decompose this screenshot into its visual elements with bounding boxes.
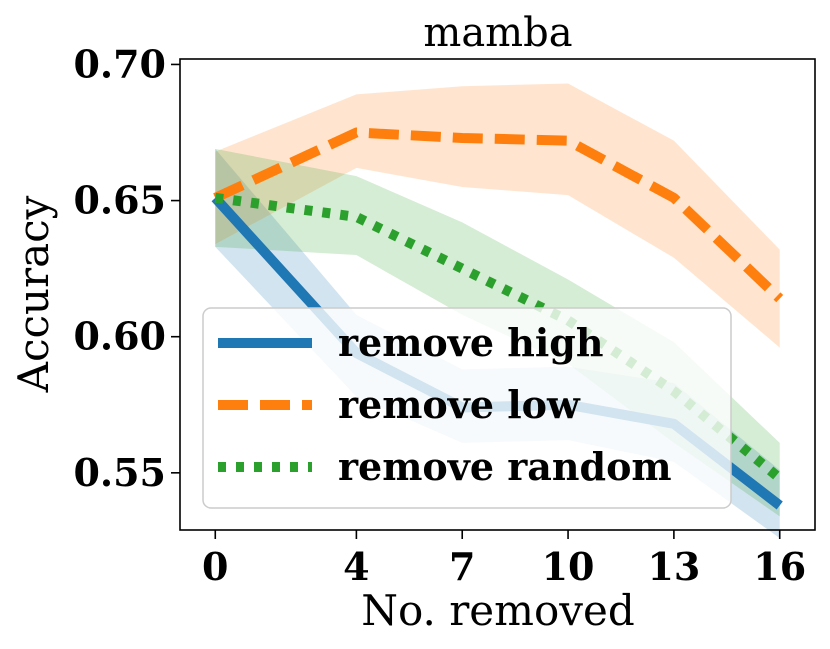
y-axis: 0.55 0.60 0.65 0.70	[73, 41, 180, 495]
legend: remove high remove low remove random	[202, 307, 732, 509]
x-tick-label: 7	[449, 544, 475, 589]
band-remove-low	[215, 83, 780, 348]
legend-label-remove-random: remove random	[338, 444, 672, 489]
y-tick-label: 0.70	[73, 41, 166, 86]
legend-box	[202, 307, 732, 509]
legend-label-remove-low: remove low	[338, 382, 581, 427]
band-remove-random	[215, 148, 780, 517]
plot-area-frame	[179, 58, 816, 531]
chart-title: mamba	[423, 10, 572, 56]
line-remove-low	[213, 127, 784, 303]
legend-label-remove-high: remove high	[338, 320, 604, 365]
x-tick-label: 13	[647, 544, 700, 589]
x-axis: 0 4 7 10 13 16	[202, 530, 806, 589]
y-tick-label: 0.60	[73, 314, 166, 359]
x-tick-label: 4	[343, 544, 369, 589]
x-tick-label: 0	[202, 544, 228, 589]
x-axis-label: No. removed	[361, 586, 635, 635]
y-tick-label: 0.55	[73, 450, 166, 495]
y-tick-label: 0.65	[73, 178, 166, 223]
y-axis-label: Accuracy	[9, 195, 58, 393]
x-tick-label: 16	[753, 544, 806, 589]
x-tick-label: 10	[542, 544, 595, 589]
